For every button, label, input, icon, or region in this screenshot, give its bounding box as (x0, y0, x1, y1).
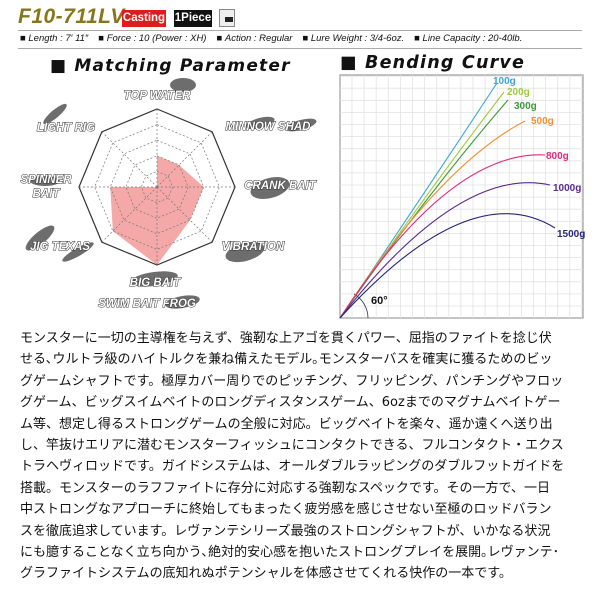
model-title: F10-711LV (18, 5, 125, 28)
axis-label-big-bait: BIG BAIT (129, 277, 181, 290)
casting-badge: Casting (122, 10, 166, 27)
description-line: グゲーム、ビッグスイムベイトのロングディスタンスゲーム、6ozまでのマグナムベイ… (20, 395, 561, 411)
spec-length: ■ Length : 7′ 11″ (20, 33, 89, 44)
description-line: グゲームシャフトです。極厚カバー周りでのピッチング、フリッピング、パンチングやフ… (20, 373, 564, 389)
axis-label-jig-texas: JIG TEXAS (29, 241, 91, 254)
description-line: モンスターに一切の主導権を与えず、強靭な上アゴを貫くパワー、屈指のファイトを捻じ… (20, 331, 552, 346)
description-line: トラヘヴィロッドです。ガイドシステムは、オールダブルラッピングのダブルフットガイ… (20, 459, 565, 475)
axis-label-top-water: TOP WATER (123, 90, 191, 103)
bend-curve-1000g (339, 182, 551, 319)
curve-label-200g: 200g (507, 87, 530, 98)
axis-label-crank-bait: CRANK BAIT (244, 180, 317, 193)
bend-curve-300g (339, 99, 509, 319)
bending-title: ■ Bending Curve (340, 53, 526, 73)
description-line: 中ストロングなアプローチに終始してもまったく疲労感を感じさせない至極のロッドバラ… (20, 502, 552, 518)
description-line: にも臆することなく立ち向かう､絶対的安心感を抱いたストロングプレイを展開｡レヴァ… (20, 545, 560, 561)
radar-spoke (101, 131, 158, 188)
description: モンスターに一切の主導権を与えず、強靭な上アゴを貫くパワー、屈指のファイトを捻じ… (20, 328, 582, 585)
curve-label-500g: 500g (531, 116, 554, 127)
radar-chart (78, 108, 236, 266)
curve-label-100g: 100g (493, 76, 516, 87)
curve-label-800g: 800g (546, 151, 569, 162)
description-line: せる､ウルトラ級のハイトルクを兼ね備えたモデル｡モンスターバスを確実に獲るための… (20, 352, 553, 368)
axis-label-light-rig: LIGHT RIG (36, 122, 96, 135)
piece-badge: 1Piece (174, 10, 212, 27)
description-line: 搭載。モンスターのラフファイトに存分に対応する強靭なスペックです。その一方で、一… (20, 480, 551, 496)
spec-action: ■ Action : Regular (216, 33, 293, 44)
offset-grip-icon (219, 9, 235, 27)
spec-force: ■ Force : 10 (Power : XH) (98, 33, 207, 44)
angle-label: 60° (371, 295, 388, 307)
lure-silhouette (170, 78, 196, 92)
spec-lure-weight: ■ Lure Weight : 3/4-6oz. (302, 33, 405, 44)
axis-label-swim-bait-frog: SWIM BAIT FROG (98, 298, 197, 311)
bend-curve-1500g (339, 213, 556, 319)
curve-label-300g: 300g (514, 101, 537, 112)
description-line: スを徹底追求しています。レヴァンテシリーズ最強のストロングシャフトが、いかなる状… (20, 523, 551, 539)
axis-label-minnow-shad: MINNOW SHAD (225, 121, 311, 134)
radar-value-area (110, 155, 204, 265)
divider (18, 48, 582, 49)
axis-label-vibration: VIBRATION (221, 241, 285, 254)
lure-silhouette (30, 176, 60, 186)
description-line: グラファイトシステムの底知れぬポテンシャルを体感させてくれる快作の一本です。 (20, 566, 512, 582)
bending-chart (339, 74, 584, 319)
divider (18, 30, 582, 31)
description-line: ム等、想定し得るストロングゲームの全般に対応。ビッグベイトを楽々、遥か遠くへ送り… (20, 416, 553, 432)
radar-spoke (156, 131, 213, 188)
bend-curve-800g (339, 154, 546, 319)
curve-label-1500g: 1500g (557, 229, 586, 240)
axis-label-spinner-bait: SPINNER BAIT (20, 174, 72, 201)
radar-spoke (156, 186, 213, 243)
spec-list: ■ Length : 7′ 11″ ■ Force : 10 (Power : … (20, 33, 522, 44)
radar-spoke (101, 186, 158, 243)
description-line: し、竿抜けエリアに潜むモンスターフィッシュにコンタクトできる、フルコンタクト・エ… (20, 438, 564, 454)
spec-line-capacity: ■ Line Capacity : 20-40lb. (414, 33, 523, 44)
curve-label-1000g: 1000g (553, 183, 582, 194)
matching-title: ■ Matching Parameter (50, 56, 291, 76)
